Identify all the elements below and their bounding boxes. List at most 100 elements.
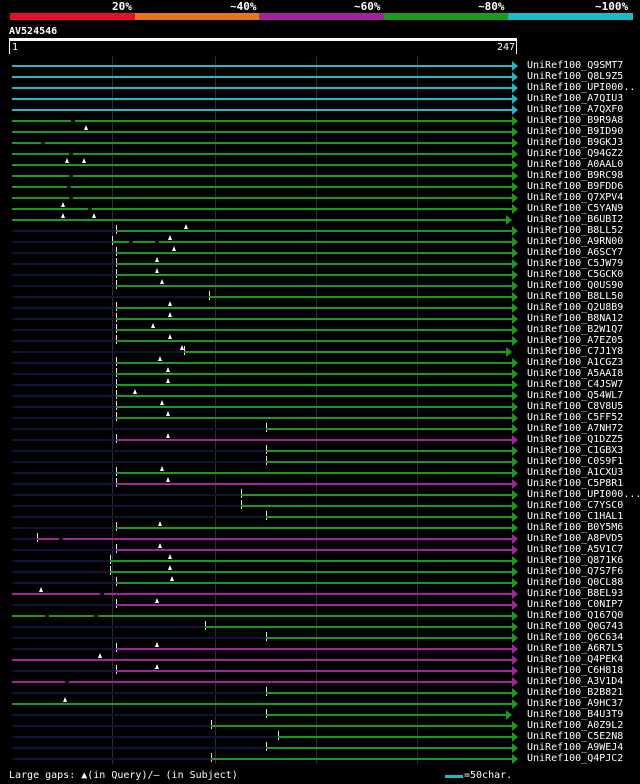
hit-name-link[interactable]: UniRef100_B2W1Q7 [527, 324, 624, 335]
hit-name-link[interactable]: UniRef100_A9RN00 [527, 236, 624, 247]
hit-name-link[interactable]: UniRef100_B8LL50 [527, 291, 624, 302]
hit-name-link[interactable]: UniRef100_B8NA12 [527, 313, 624, 324]
hit-name-link[interactable]: UniRef100_Q871K6 [527, 555, 624, 566]
hit-name-link[interactable]: UniRef100_A3V1D4 [527, 676, 624, 687]
hit-bar[interactable] [112, 241, 512, 243]
hit-bar[interactable] [266, 747, 512, 749]
hit-bar[interactable] [12, 703, 512, 705]
hit-name-link[interactable]: UniRef100_Q9SMT7 [527, 60, 624, 71]
hit-name-link[interactable]: UniRef100_C0NIP7 [527, 599, 624, 610]
hit-bar[interactable] [116, 439, 512, 441]
hit-bar[interactable] [12, 87, 512, 89]
hit-name-link[interactable]: UniRef100_A7QXF0 [527, 104, 624, 115]
hit-bar[interactable] [12, 142, 512, 144]
hit-name-link[interactable]: UniRef100_Q54WL7 [527, 390, 624, 401]
hit-name-link[interactable]: UniRef100_C7YSC0 [527, 500, 624, 511]
hit-bar[interactable] [116, 417, 512, 419]
hit-bar[interactable] [116, 604, 512, 606]
hit-name-link[interactable]: UniRef100_Q167Q0 [527, 610, 624, 621]
hit-name-link[interactable]: UniRef100_B9R9A8 [527, 115, 624, 126]
hit-name-link[interactable]: UniRef100_C5GCK0 [527, 269, 624, 280]
hit-bar[interactable] [12, 659, 512, 661]
hit-bar[interactable] [208, 296, 512, 298]
hit-name-link[interactable]: UniRef100_C7J1Y8 [527, 346, 624, 357]
hit-name-link[interactable]: UniRef100_C5FF52 [527, 412, 624, 423]
hit-bar[interactable] [110, 560, 512, 562]
hit-name-link[interactable]: UniRef100_B4U3T9 [527, 709, 624, 720]
hit-bar[interactable] [266, 692, 512, 694]
hit-bar[interactable] [116, 373, 512, 375]
hit-bar[interactable] [12, 76, 512, 78]
hit-name-link[interactable]: UniRef100_Q2U8B9 [527, 302, 624, 313]
hit-name-link[interactable]: UniRef100_UPI000... [527, 489, 640, 500]
hit-name-link[interactable]: UniRef100_Q8L9Z5 [527, 71, 624, 82]
hit-bar[interactable] [116, 340, 512, 342]
hit-bar[interactable] [116, 230, 512, 232]
hit-bar[interactable] [116, 648, 512, 650]
hit-bar[interactable] [116, 527, 512, 529]
hit-bar[interactable] [116, 670, 512, 672]
hit-bar[interactable] [116, 384, 512, 386]
hit-bar[interactable] [116, 582, 512, 584]
hit-bar[interactable] [116, 362, 512, 364]
hit-name-link[interactable]: UniRef100_B9FDD6 [527, 181, 624, 192]
hit-bar[interactable] [12, 219, 506, 221]
hit-name-link[interactable]: UniRef100_Q4PJC2 [527, 753, 624, 764]
hit-name-link[interactable]: UniRef100_Q0US90 [527, 280, 624, 291]
hit-name-link[interactable]: UniRef100_A5AAI8 [527, 368, 624, 379]
hit-name-link[interactable]: UniRef100_B6UBI2 [527, 214, 624, 225]
hit-bar[interactable] [116, 252, 512, 254]
hit-name-link[interactable]: UniRef100_Q0G743 [527, 621, 624, 632]
hit-bar[interactable] [12, 197, 512, 199]
hit-name-link[interactable]: UniRef100_Q94GZ2 [527, 148, 624, 159]
hit-bar[interactable] [210, 758, 512, 760]
hit-bar[interactable] [241, 494, 512, 496]
hit-name-link[interactable]: UniRef100_A7QIU3 [527, 93, 624, 104]
hit-name-link[interactable]: UniRef100_C5P8R1 [527, 478, 624, 489]
hit-bar[interactable] [12, 615, 512, 617]
hit-name-link[interactable]: UniRef100_Q4PEK4 [527, 654, 624, 665]
hit-name-link[interactable]: UniRef100_Q1DZZ5 [527, 434, 624, 445]
hit-name-link[interactable]: UniRef100_Q6C634 [527, 632, 624, 643]
hit-name-link[interactable]: UniRef100_C5YAN9 [527, 203, 624, 214]
hit-bar[interactable] [12, 109, 512, 111]
hit-name-link[interactable]: UniRef100_B9RC98 [527, 170, 624, 181]
hit-bar[interactable] [116, 274, 512, 276]
hit-name-link[interactable]: UniRef100_Q7XPV4 [527, 192, 624, 203]
hit-bar[interactable] [12, 186, 512, 188]
hit-bar[interactable] [266, 450, 512, 452]
hit-bar[interactable] [12, 681, 512, 683]
hit-bar[interactable] [241, 505, 512, 507]
hit-name-link[interactable]: UniRef100_B9GKJ3 [527, 137, 624, 148]
hit-bar[interactable] [266, 428, 512, 430]
hit-name-link[interactable]: UniRef100_Q0CL88 [527, 577, 624, 588]
hit-name-link[interactable]: UniRef100_UPI000.. [527, 82, 636, 93]
hit-bar[interactable] [36, 538, 512, 540]
hit-bar[interactable] [204, 626, 512, 628]
hit-name-link[interactable]: UniRef100_C6H818 [527, 665, 624, 676]
hit-name-link[interactable]: UniRef100_B8EL93 [527, 588, 624, 599]
hit-bar[interactable] [12, 98, 512, 100]
hit-name-link[interactable]: UniRef100_Q7S7F6 [527, 566, 624, 577]
hit-name-link[interactable]: UniRef100_A1CXU3 [527, 467, 624, 478]
hit-bar[interactable] [12, 131, 512, 133]
hit-name-link[interactable]: UniRef100_B9ID90 [527, 126, 624, 137]
hit-bar[interactable] [12, 175, 512, 177]
hit-name-link[interactable]: UniRef100_C1HAL1 [527, 511, 624, 522]
hit-name-link[interactable]: UniRef100_A7EZ05 [527, 335, 624, 346]
hit-bar[interactable] [266, 516, 512, 518]
hit-name-link[interactable]: UniRef100_A0AAL0 [527, 159, 624, 170]
hit-bar[interactable] [266, 637, 512, 639]
hit-bar[interactable] [12, 65, 512, 67]
hit-bar[interactable] [12, 593, 512, 595]
hit-bar[interactable] [116, 318, 512, 320]
hit-bar[interactable] [12, 153, 512, 155]
hit-name-link[interactable]: UniRef100_A7NH72 [527, 423, 624, 434]
hit-name-link[interactable]: UniRef100_B2B821 [527, 687, 624, 698]
hit-bar[interactable] [116, 472, 512, 474]
hit-name-link[interactable]: UniRef100_A9WEJ4 [527, 742, 624, 753]
hit-bar[interactable] [116, 307, 512, 309]
hit-bar[interactable] [12, 208, 512, 210]
hit-name-link[interactable]: UniRef100_A0Z9L2 [527, 720, 624, 731]
hit-bar[interactable] [116, 549, 512, 551]
